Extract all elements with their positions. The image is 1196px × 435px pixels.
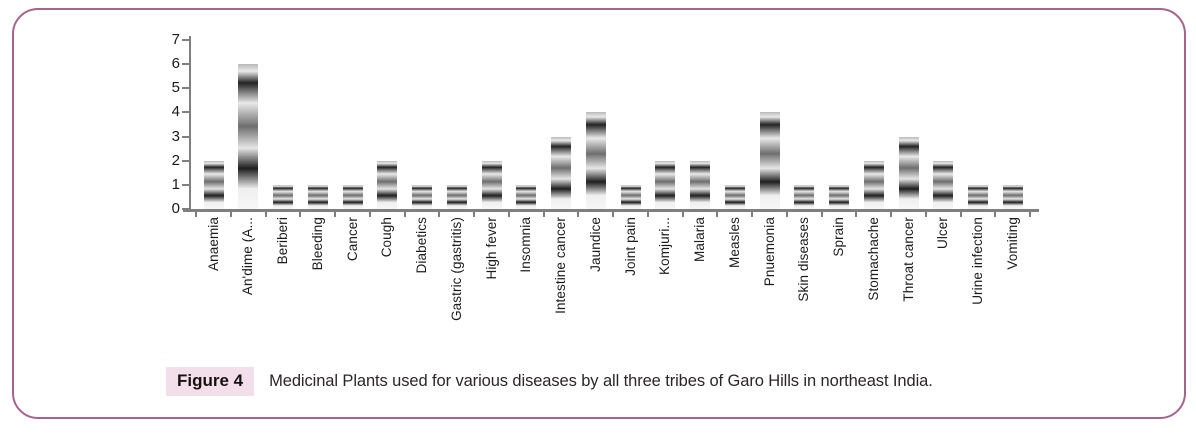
x-axis-tick (681, 212, 684, 217)
y-axis-label: 3 (171, 127, 180, 145)
x-axis-tick (855, 212, 858, 217)
category-label: Throat cancer (900, 217, 916, 302)
x-axis-tick (473, 212, 476, 217)
category-label: An'dime (A... (240, 217, 256, 296)
category-label: High fever (483, 217, 499, 280)
bar (481, 160, 502, 209)
bar (377, 160, 398, 209)
category-label: Intestine cancer (553, 217, 568, 314)
x-axis-tick (959, 212, 962, 217)
bar (1002, 184, 1023, 209)
bar (551, 136, 571, 209)
x-axis-tick (507, 212, 510, 217)
y-axis-label: 5 (171, 79, 180, 97)
category-label: Ulcer (935, 217, 951, 250)
category-label: Insomnia (518, 217, 534, 273)
category-label: Cancer (344, 217, 360, 262)
x-axis-tick (994, 212, 997, 217)
bar (412, 184, 432, 209)
x-axis-tick (229, 212, 232, 217)
bar (759, 112, 780, 209)
y-axis-tick (182, 135, 190, 138)
bar (794, 184, 815, 209)
y-axis-label: 2 (171, 151, 180, 169)
x-axis-tick (403, 212, 406, 217)
bar (307, 184, 328, 209)
category-label: Urine infection (970, 217, 985, 305)
bar (203, 160, 224, 209)
x-axis-tick (646, 212, 649, 217)
y-axis-line (189, 36, 191, 212)
category-label: Joint pain (622, 217, 638, 276)
category-label: Measles (726, 217, 742, 268)
category-label: Komjuri... (657, 217, 673, 276)
category-label: Jaundice (587, 217, 603, 272)
y-axis-tick (182, 183, 190, 186)
x-axis-tick (785, 212, 788, 217)
bar (690, 160, 710, 209)
y-axis-tick (182, 208, 190, 210)
bar (273, 184, 293, 209)
bar (655, 160, 676, 209)
category-label: Anaemia (205, 217, 221, 271)
figure-frame (12, 8, 1186, 419)
y-axis-label: 1 (171, 175, 180, 193)
x-axis-tick (334, 212, 337, 217)
category-label: Diabetics (414, 217, 429, 274)
bar (829, 184, 849, 209)
x-axis-tick (264, 212, 267, 217)
x-axis-tick (438, 212, 441, 217)
bar (863, 160, 884, 209)
bar (898, 136, 919, 209)
y-axis-label: 4 (171, 103, 180, 121)
category-label: Stomachache (865, 217, 881, 301)
x-axis-tick (612, 212, 615, 217)
x-axis-tick (577, 212, 580, 217)
bar (446, 184, 467, 209)
category-label: Skin diseases (796, 217, 812, 302)
category-label: Cough (379, 217, 395, 258)
y-axis-tick (182, 39, 190, 42)
category-label: Pnuemonia (761, 217, 777, 287)
bar (585, 112, 606, 209)
figure-caption-text: Medicinal Plants used for various diseas… (269, 372, 933, 390)
x-axis-line (183, 209, 1039, 212)
y-axis-label: 7 (171, 31, 180, 49)
bar (968, 184, 988, 209)
x-axis-tick (1029, 212, 1032, 217)
bar (516, 184, 537, 209)
category-label: Gastric (gastritis) (448, 217, 464, 321)
category-label: Malaria (692, 217, 707, 262)
figure-caption: Figure 4 Medicinal Plants used for vario… (166, 367, 933, 396)
x-axis-tick (716, 212, 719, 217)
category-label: Beriberi (275, 217, 290, 265)
x-axis-tick (890, 212, 893, 217)
x-axis-tick (542, 212, 545, 217)
bar (342, 184, 363, 209)
y-axis-tick (182, 159, 190, 162)
y-axis-tick (182, 111, 190, 114)
x-axis-tick (299, 212, 302, 217)
y-axis-tick (182, 63, 190, 66)
figure-number-tag: Figure 4 (166, 367, 255, 396)
x-axis-tick (368, 212, 371, 217)
x-axis-tick (820, 212, 823, 217)
category-label: Bleeding (309, 217, 325, 271)
category-label: Sprain (831, 217, 846, 257)
y-axis-label: 6 (171, 55, 180, 73)
bar (724, 184, 745, 209)
category-label: Vomiting (1004, 217, 1020, 270)
x-axis-tick (924, 212, 927, 217)
bar (620, 184, 641, 209)
bar (933, 160, 954, 209)
bar (238, 64, 259, 209)
x-axis-tick (195, 212, 198, 217)
y-axis-tick (182, 87, 190, 90)
y-axis-label: 0 (171, 200, 180, 217)
x-axis-tick (751, 212, 754, 217)
